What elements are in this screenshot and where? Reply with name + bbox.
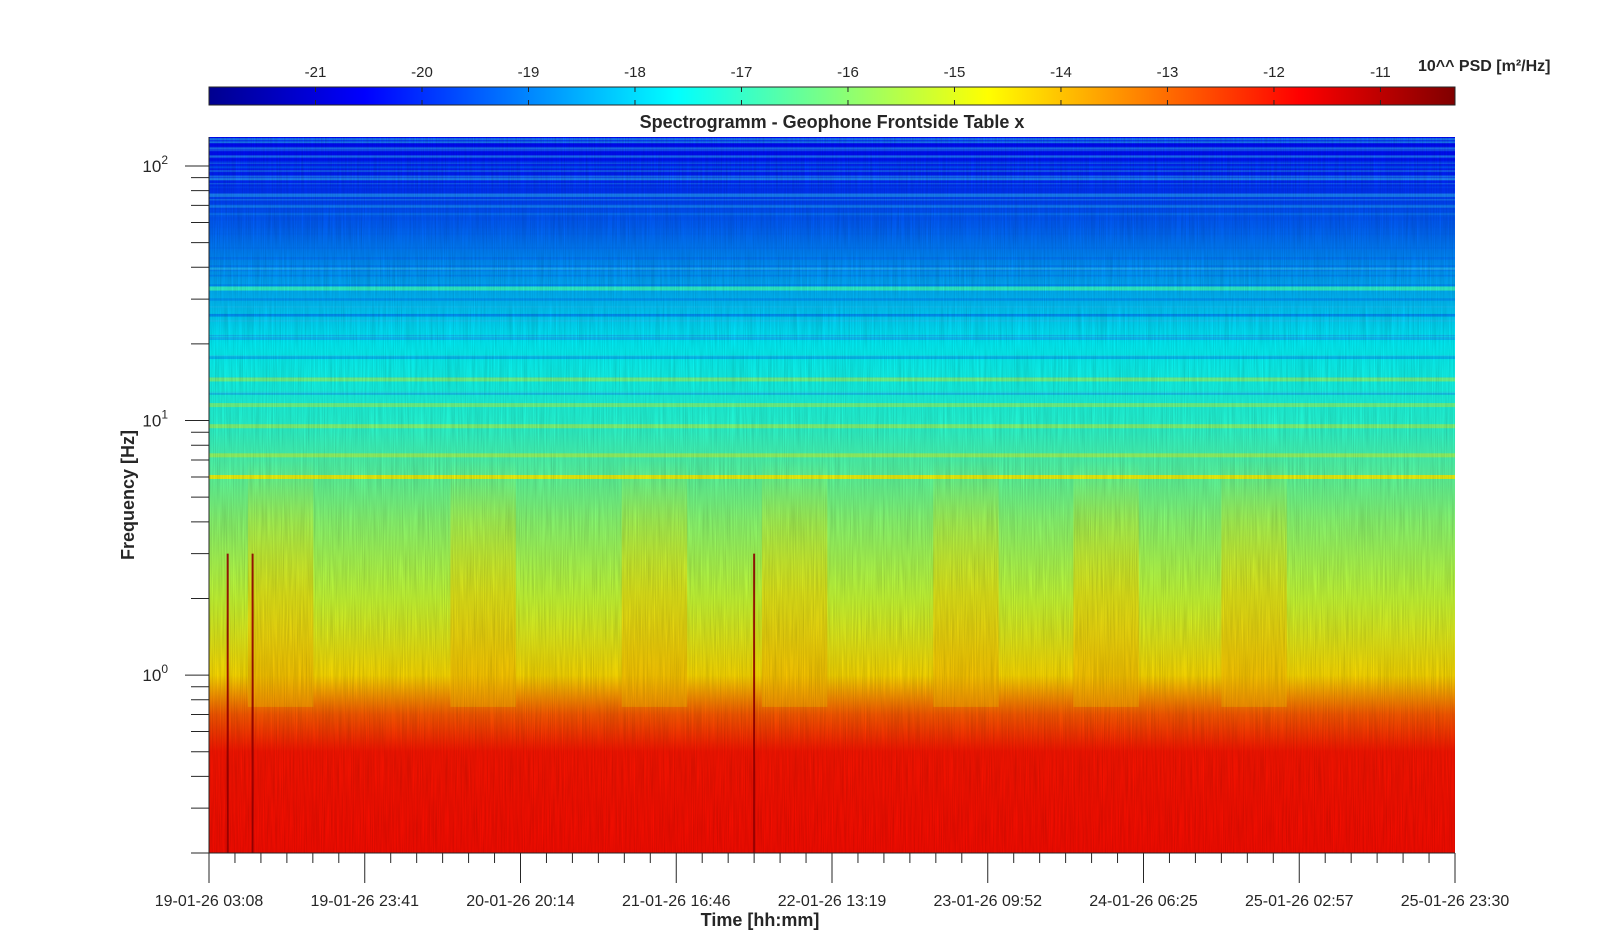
x-tick-label: 19-01-26 03:08 — [155, 893, 264, 910]
colorbar-tick-label: -16 — [837, 64, 859, 81]
colorbar: -21 -20 -19 -18 -17 -16 -15 -14 -13 -12 -11 10^^ P… — [208, 58, 1550, 106]
colorbar-tick-label: -17 — [731, 64, 753, 81]
x-tick-label: 24-01-26 06:25 — [1089, 893, 1198, 910]
colorbar-tick-label: -14 — [1050, 64, 1072, 81]
colorbar-tick-label: -19 — [518, 64, 540, 81]
colorbar-tick-label: -18 — [624, 64, 646, 81]
axes: 19-01-26 03:08 19-01-26 23:41 20-01-26 20:… — [118, 137, 1509, 930]
x-tick-label: 19-01-26 23:41 — [310, 893, 419, 910]
x-tick-label: 22-01-26 13:19 — [778, 893, 887, 910]
x-tick-label: 23-01-26 09:52 — [933, 893, 1042, 910]
heatmap-texture — [209, 137, 1455, 853]
colorbar-label: 10^^ PSD [m²/Hz] — [1418, 58, 1550, 75]
colorbar-tick-label: -13 — [1157, 64, 1179, 81]
x-axis-label: Time [hh:mm] — [701, 910, 820, 930]
colorbar-tick-label: -11 — [1370, 64, 1391, 81]
colorbar-tick-label: -15 — [944, 64, 966, 81]
chart-title: Spectrogramm - Geophone Frontside Table … — [640, 112, 1025, 132]
x-tick-label: 20-01-26 20:14 — [466, 893, 575, 910]
heatmap-area — [209, 137, 1455, 853]
colorbar-gradient — [208, 86, 1456, 106]
x-tick-label: 21-01-26 16:46 — [622, 893, 731, 910]
y-tick-label: 102 — [142, 153, 168, 176]
y-axis-label: Frequency [Hz] — [118, 430, 138, 560]
x-tick-label: 25-01-26 23:30 — [1401, 893, 1510, 910]
colorbar-tick-label: -12 — [1263, 64, 1285, 81]
y-tick-label: 101 — [142, 408, 168, 431]
colorbar-tick-label: -20 — [411, 64, 433, 81]
x-tick-label: 25-01-26 02:57 — [1245, 893, 1354, 910]
y-tick-label: 100 — [142, 662, 168, 685]
colorbar-tick-label: -21 — [305, 64, 327, 81]
